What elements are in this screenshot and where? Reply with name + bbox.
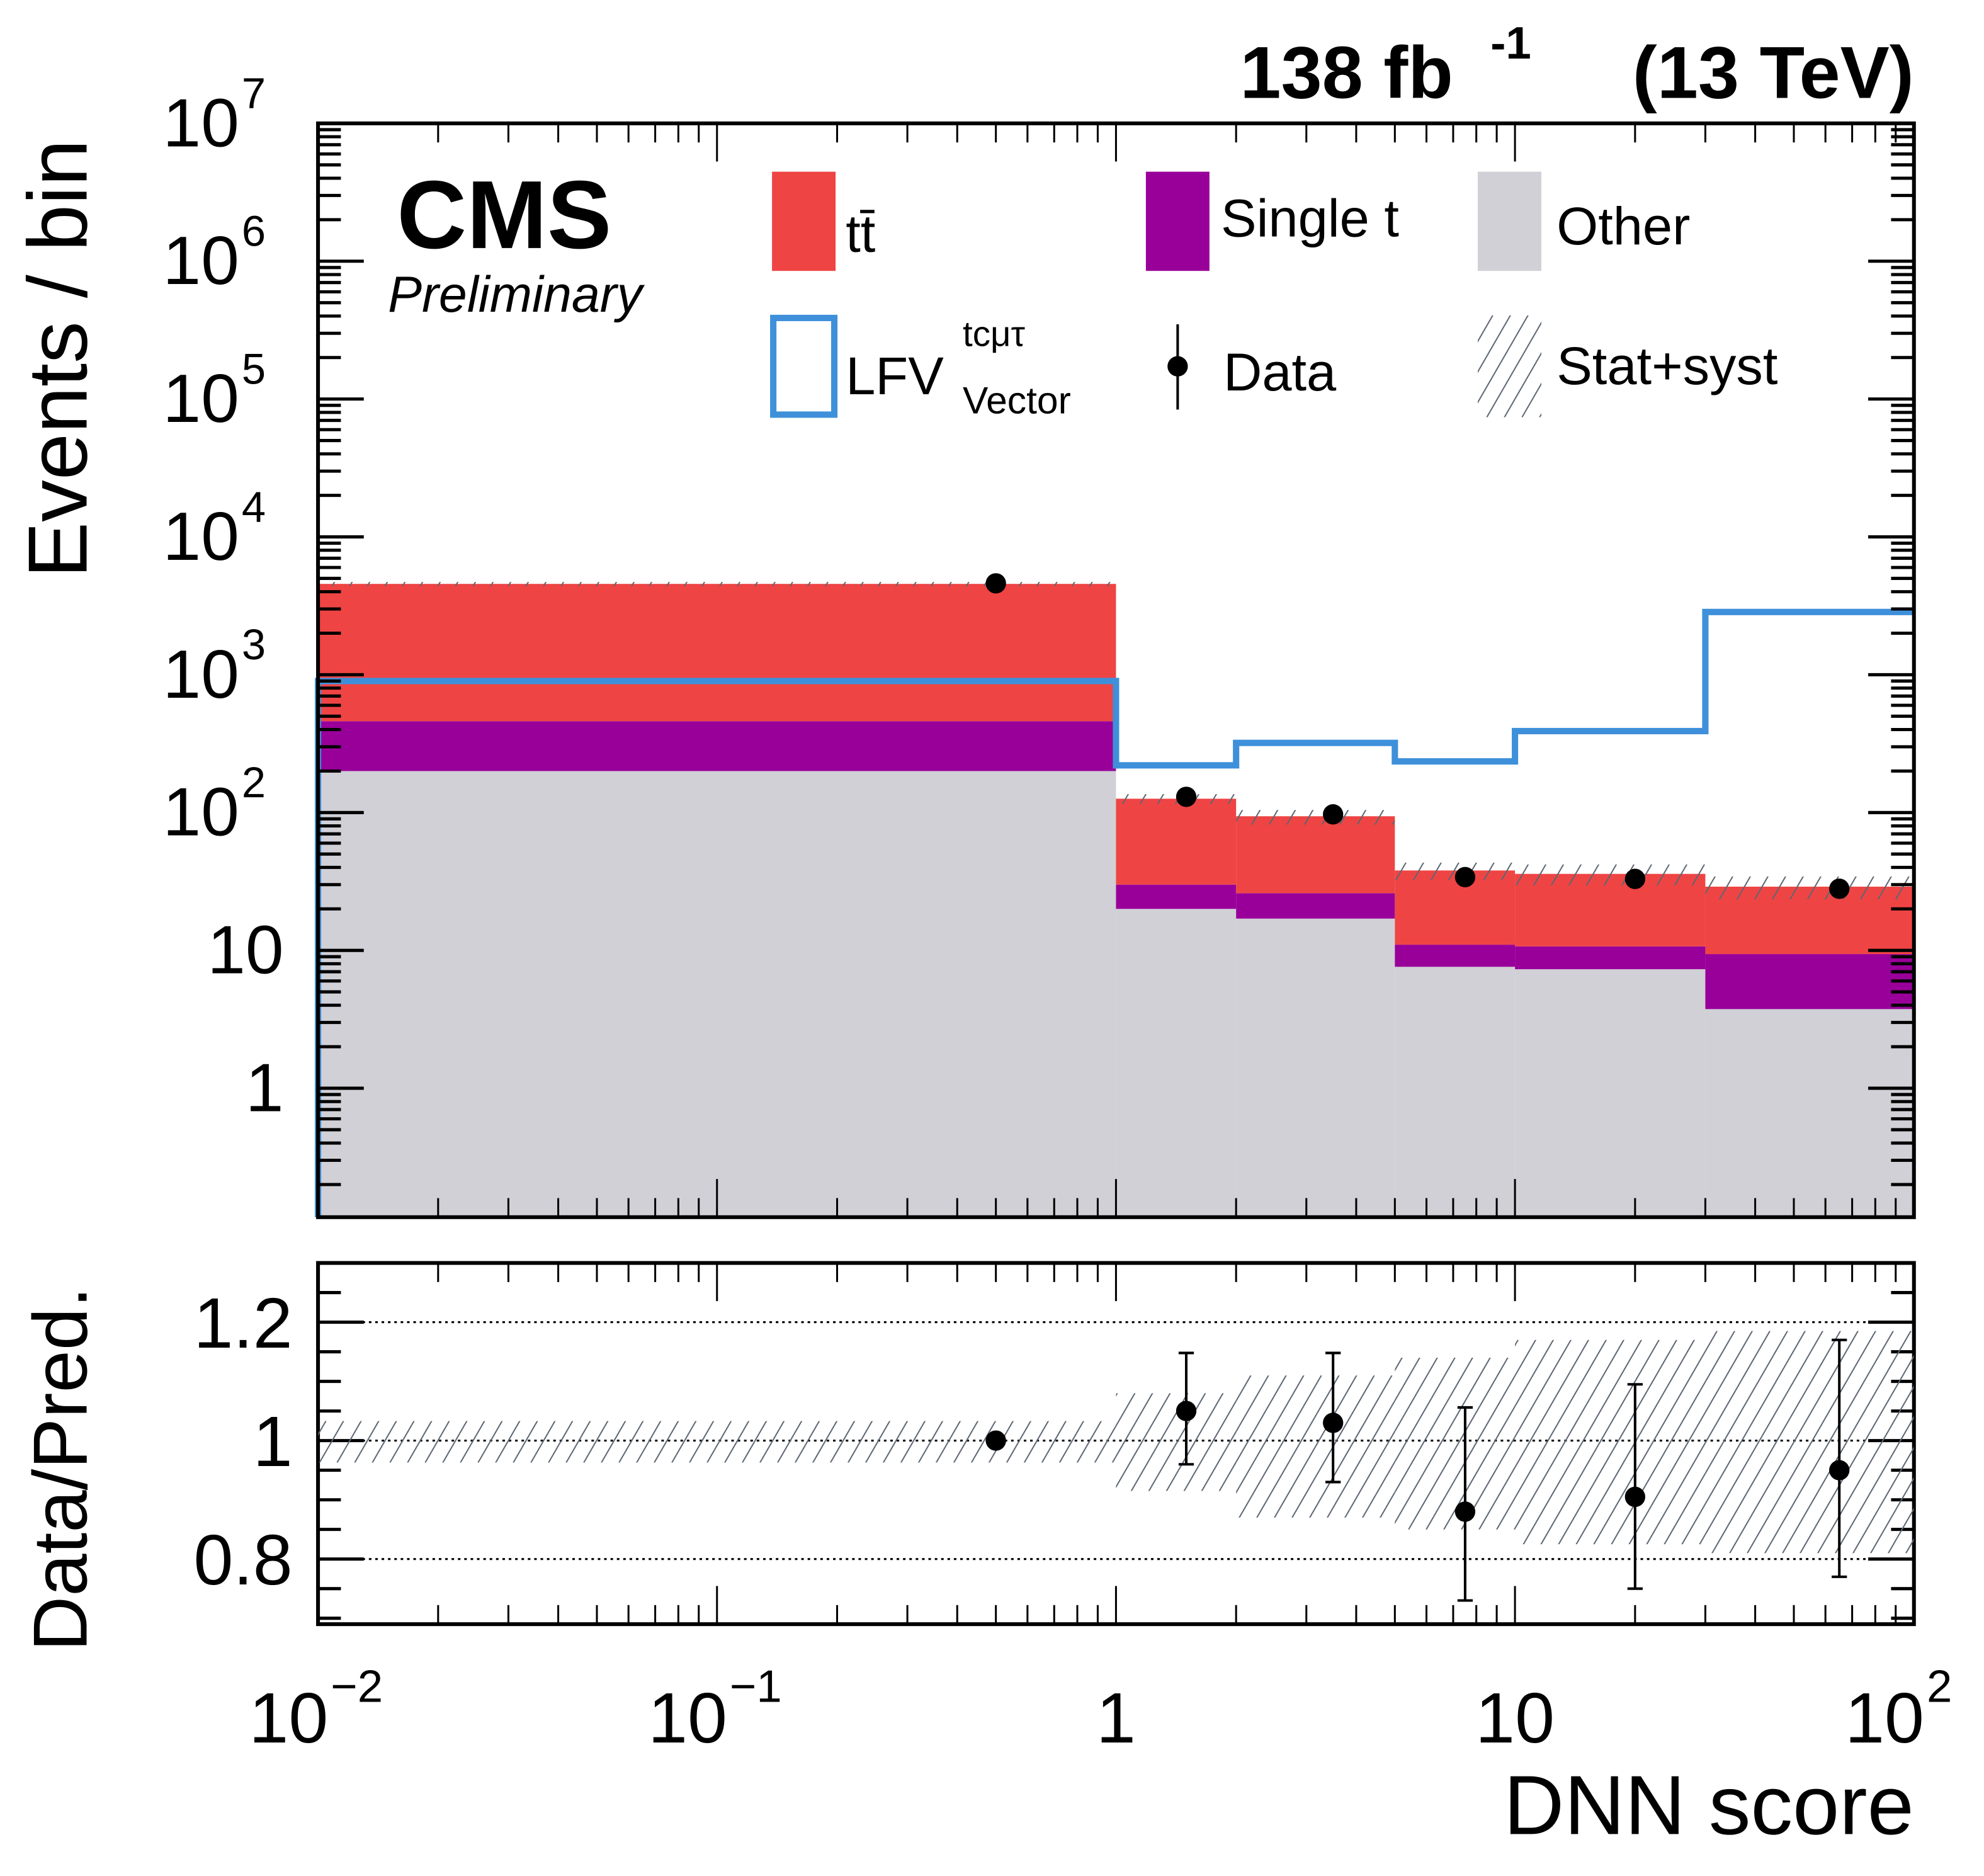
- legend-swatch-other: [1478, 171, 1541, 271]
- bar-single-t: [318, 721, 1116, 771]
- unc-band-ratio: [318, 1421, 1116, 1463]
- bar-ttbar: [1116, 799, 1237, 885]
- unc-band-main: [1515, 864, 1706, 885]
- y-axis-title-ratio: Data/Pred.: [18, 1287, 103, 1651]
- ratio-point: [1323, 1413, 1344, 1433]
- unc-band-main: [318, 582, 1116, 586]
- signal-line: [315, 608, 1914, 1217]
- x-tick-label: 10: [648, 1678, 727, 1758]
- bar-other: [1515, 969, 1706, 1217]
- legend-swatch-signal: [770, 314, 838, 418]
- data-point: [985, 573, 1006, 594]
- y-tick-label: 10: [163, 360, 239, 437]
- ratio-point: [1176, 1401, 1197, 1421]
- legend-swatch-ttbar: [772, 171, 836, 271]
- legend-label-data: Data: [1223, 342, 1337, 402]
- ratio-point: [1454, 1501, 1476, 1522]
- unc-band-ratio: [1116, 1393, 1237, 1491]
- bar-ttbar: [1515, 873, 1706, 947]
- y-tick-label-exp: 3: [242, 620, 266, 669]
- data-point: [1176, 787, 1197, 807]
- ratio-y-tick-label: 0.8: [193, 1520, 292, 1600]
- cms-label: CMS: [397, 161, 611, 269]
- y-axis-title-main: Events / bin: [11, 139, 105, 577]
- unc-band-ratio: [1705, 1331, 1914, 1554]
- legend-label-signal-sup: tcμτ: [963, 314, 1025, 353]
- legend-label-signal: LFV: [846, 346, 944, 406]
- preliminary-label: Preliminary: [388, 266, 645, 323]
- unc-band-ratio: [1395, 1357, 1516, 1530]
- unc-band-ratio: [1515, 1339, 1706, 1545]
- legend: tt̄ Single t Other LFV tcμτ Vector Data …: [770, 171, 1777, 421]
- y-tick-label: 10: [163, 636, 239, 713]
- unc-band-main: [1395, 862, 1516, 880]
- data-point: [1829, 878, 1850, 899]
- x-tick-label-exp: 2: [1927, 1661, 1952, 1712]
- ratio-y-tick-label: 1: [253, 1402, 293, 1481]
- y-tick-label-exp: 2: [242, 758, 266, 807]
- unc-band-main: [1705, 876, 1914, 899]
- legend-label-other: Other: [1556, 196, 1690, 256]
- data-point: [1624, 868, 1645, 889]
- energy-label: (13 TeV): [1633, 31, 1914, 114]
- y-tick-label-exp: 7: [242, 69, 266, 118]
- y-tick-label: 10: [163, 84, 239, 161]
- legend-data-marker: [1167, 356, 1188, 377]
- bar-other: [1705, 1009, 1914, 1217]
- y-tick-label: 10: [207, 912, 283, 989]
- bar-other: [318, 771, 1116, 1217]
- y-tick-label-exp: 4: [242, 482, 266, 531]
- bar-single-t: [1395, 945, 1516, 967]
- x-axis-title: DNN score: [1504, 1758, 1914, 1852]
- bar-other: [1395, 967, 1516, 1217]
- ratio-y-tick-label: 1.2: [193, 1283, 292, 1363]
- legend-swatch-unc: [1478, 315, 1541, 418]
- x-tick-label: 10: [1845, 1678, 1924, 1758]
- x-tick-label: 1: [1096, 1678, 1136, 1758]
- bar-ttbar: [318, 584, 1116, 722]
- x-tick-label: 10: [249, 1678, 328, 1758]
- y-tick-label-exp: 5: [242, 344, 266, 393]
- ratio-point: [985, 1430, 1006, 1451]
- bar-single-t: [1515, 946, 1706, 970]
- data-point: [1454, 867, 1476, 887]
- bar-other: [1116, 909, 1237, 1217]
- legend-label-signal-sub: Vector: [963, 378, 1071, 421]
- y-tick-label-exp: 6: [242, 207, 266, 256]
- x-tick-label-exp: −1: [730, 1661, 782, 1712]
- unc-band-main: [1116, 794, 1237, 804]
- legend-label-unc: Stat+syst: [1556, 336, 1777, 395]
- data-point: [1323, 804, 1344, 825]
- bar-ttbar: [1236, 816, 1395, 894]
- lumi-exponent: -1: [1490, 18, 1531, 69]
- bar-single-t: [1116, 884, 1237, 909]
- unc-band-main: [1236, 810, 1395, 825]
- lumi-label: 138 fb: [1240, 31, 1453, 114]
- unc-band-ratio: [1236, 1375, 1395, 1518]
- legend-swatch-single-t: [1145, 171, 1210, 271]
- bar-single-t: [1705, 954, 1914, 1009]
- ratio-point: [1624, 1486, 1645, 1508]
- bar-ttbar: [1395, 870, 1516, 945]
- y-tick-label: 10: [163, 222, 239, 299]
- bar-other: [1236, 918, 1395, 1217]
- legend-label-ttbar: tt̄: [846, 203, 875, 263]
- ratio-point: [1829, 1460, 1850, 1481]
- legend-label-single-t: Single t: [1221, 188, 1399, 248]
- y-tick-label: 1: [246, 1049, 284, 1126]
- ratio-plot: 1.210.810 −2 10 −1 1 10 10 2: [193, 1261, 1952, 1758]
- y-tick-label: 10: [163, 774, 239, 851]
- bar-single-t: [1236, 893, 1395, 919]
- x-tick-label: 10: [1475, 1678, 1555, 1758]
- x-tick-label-exp: −2: [331, 1661, 383, 1712]
- y-tick-label: 10: [163, 498, 239, 575]
